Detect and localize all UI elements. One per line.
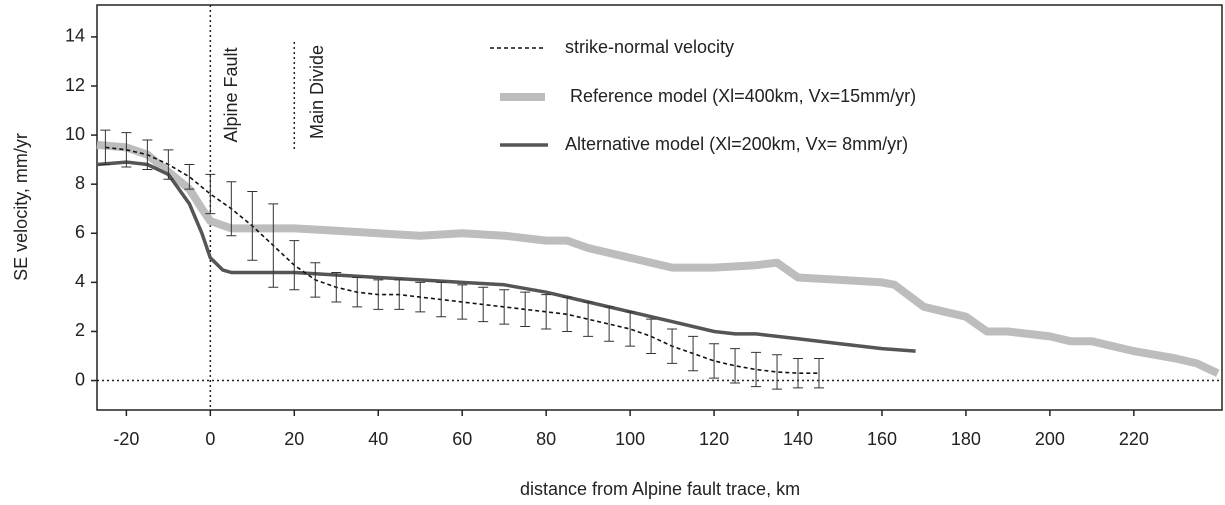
y-tick-label: 8 xyxy=(75,173,85,193)
annotation: Alpine Fault xyxy=(221,47,241,142)
error-bar xyxy=(352,276,363,308)
error-bar xyxy=(394,279,405,310)
y-tick-label: 10 xyxy=(65,124,85,144)
error-bar xyxy=(625,311,636,347)
x-tick-label: 40 xyxy=(368,429,388,449)
error-bar xyxy=(814,357,825,389)
x-tick-label: 0 xyxy=(205,429,215,449)
error-bar xyxy=(667,328,678,364)
y-tick-label: 6 xyxy=(75,222,85,242)
y-axis-label: SE velocity, mm/yr xyxy=(11,133,31,281)
y-tick-label: 0 xyxy=(75,369,85,389)
error-bar xyxy=(604,306,615,342)
error-bar xyxy=(583,301,594,337)
error-bar xyxy=(499,289,510,325)
error-bar xyxy=(688,335,699,372)
error-bar xyxy=(331,272,342,303)
x-tick-label: 180 xyxy=(951,429,981,449)
plot-frame xyxy=(96,4,1223,411)
error-bar xyxy=(205,173,216,215)
annotation: Main Divide xyxy=(307,45,327,139)
error-bar xyxy=(184,164,195,190)
error-bar xyxy=(247,191,258,261)
x-axis-label: distance from Alpine fault trace, km xyxy=(520,479,800,499)
x-tick-label: 140 xyxy=(783,429,813,449)
y-tick-label: 2 xyxy=(75,320,85,340)
x-tick-label: 100 xyxy=(615,429,645,449)
x-tick-label: 160 xyxy=(867,429,897,449)
error-bar xyxy=(289,240,300,291)
error-bar xyxy=(562,296,573,332)
legend-label: strike-normal velocity xyxy=(565,37,734,57)
y-tick-label: 14 xyxy=(65,26,85,46)
error-bar xyxy=(457,284,468,320)
error-bar xyxy=(709,343,720,379)
x-tick-label: 80 xyxy=(536,429,556,449)
error-bar xyxy=(730,348,741,384)
error-bar xyxy=(793,357,804,389)
error-bar xyxy=(436,281,447,318)
error-bar xyxy=(772,354,783,390)
error-bar xyxy=(142,139,153,170)
error-bar xyxy=(100,129,111,166)
x-tick-label: 200 xyxy=(1035,429,1065,449)
error-bar xyxy=(373,279,384,310)
error-bar xyxy=(415,281,426,313)
y-tick-label: 4 xyxy=(75,271,85,291)
series-line xyxy=(96,160,916,353)
legend-label: Alternative model (Xl=200km, Vx= 8mm/yr) xyxy=(565,134,908,154)
error-bar xyxy=(310,262,321,298)
error-bar xyxy=(751,351,762,388)
error-bar xyxy=(541,294,552,330)
error-bar xyxy=(268,203,279,288)
x-tick-label: -20 xyxy=(113,429,139,449)
error-bar xyxy=(121,132,132,168)
legend-label: Reference model (Xl=400km, Vx=15mm/yr) xyxy=(570,86,916,106)
x-tick-label: 220 xyxy=(1119,429,1149,449)
x-tick-label: 60 xyxy=(452,429,472,449)
error-bar xyxy=(646,318,657,355)
series-line xyxy=(96,140,1220,377)
x-tick-label: 20 xyxy=(284,429,304,449)
error-bar xyxy=(163,149,174,180)
error-bar xyxy=(520,291,531,328)
error-bar xyxy=(478,286,489,323)
x-tick-label: 120 xyxy=(699,429,729,449)
error-bar xyxy=(226,181,237,237)
y-tick-label: 12 xyxy=(65,75,85,95)
